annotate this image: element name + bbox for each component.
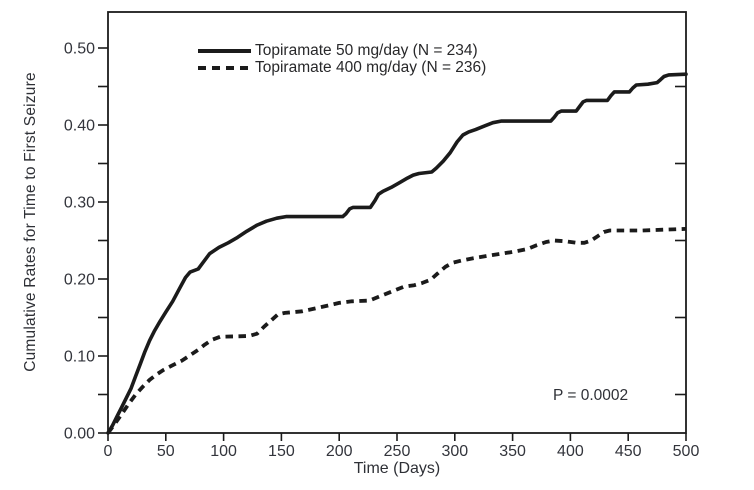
- x-tick-label: 450: [615, 443, 642, 460]
- y-tick-label: 0.40: [64, 118, 95, 135]
- x-tick-label: 200: [326, 443, 353, 460]
- legend-label: Topiramate 400 mg/day (N = 236): [255, 59, 487, 76]
- y-axis-title: Cumulative Rates for Time to First Seizu…: [22, 72, 39, 372]
- legend: Topiramate 50 mg/day (N = 234) Topiramat…: [198, 42, 487, 76]
- x-tick-label: 400: [557, 443, 584, 460]
- y-tick-label: 0.10: [64, 349, 95, 366]
- y-tick-label: 0.20: [64, 272, 95, 289]
- x-tick-label: 150: [268, 443, 295, 460]
- legend-item-topiramate-400: Topiramate 400 mg/day (N = 236): [198, 59, 487, 76]
- legend-item-topiramate-50: Topiramate 50 mg/day (N = 234): [198, 42, 486, 59]
- x-tick-label: 50: [157, 443, 175, 460]
- legend-dashed-line-swatch: [198, 66, 251, 70]
- legend-label: Topiramate 50 mg/day (N = 234): [255, 42, 478, 59]
- x-tick-label: 300: [441, 443, 468, 460]
- x-tick-label: 0: [104, 443, 113, 460]
- curve-topiramate-400mg: [106, 227, 687, 435]
- x-tick-label: 100: [210, 443, 237, 460]
- y-tick-label: 0.00: [64, 426, 95, 443]
- legend-solid-line-swatch: [198, 49, 251, 53]
- p-value-annotation: P = 0.0002: [553, 387, 629, 404]
- curve-topiramate-50mg: [106, 72, 688, 435]
- x-tick-label: 350: [499, 443, 526, 460]
- y-tick-label: 0.50: [64, 41, 95, 58]
- x-axis-title: Time (Days): [353, 460, 441, 477]
- y-tick-label: 0.30: [64, 195, 95, 212]
- x-tick-label: 500: [673, 443, 700, 460]
- x-tick-label: 250: [384, 443, 411, 460]
